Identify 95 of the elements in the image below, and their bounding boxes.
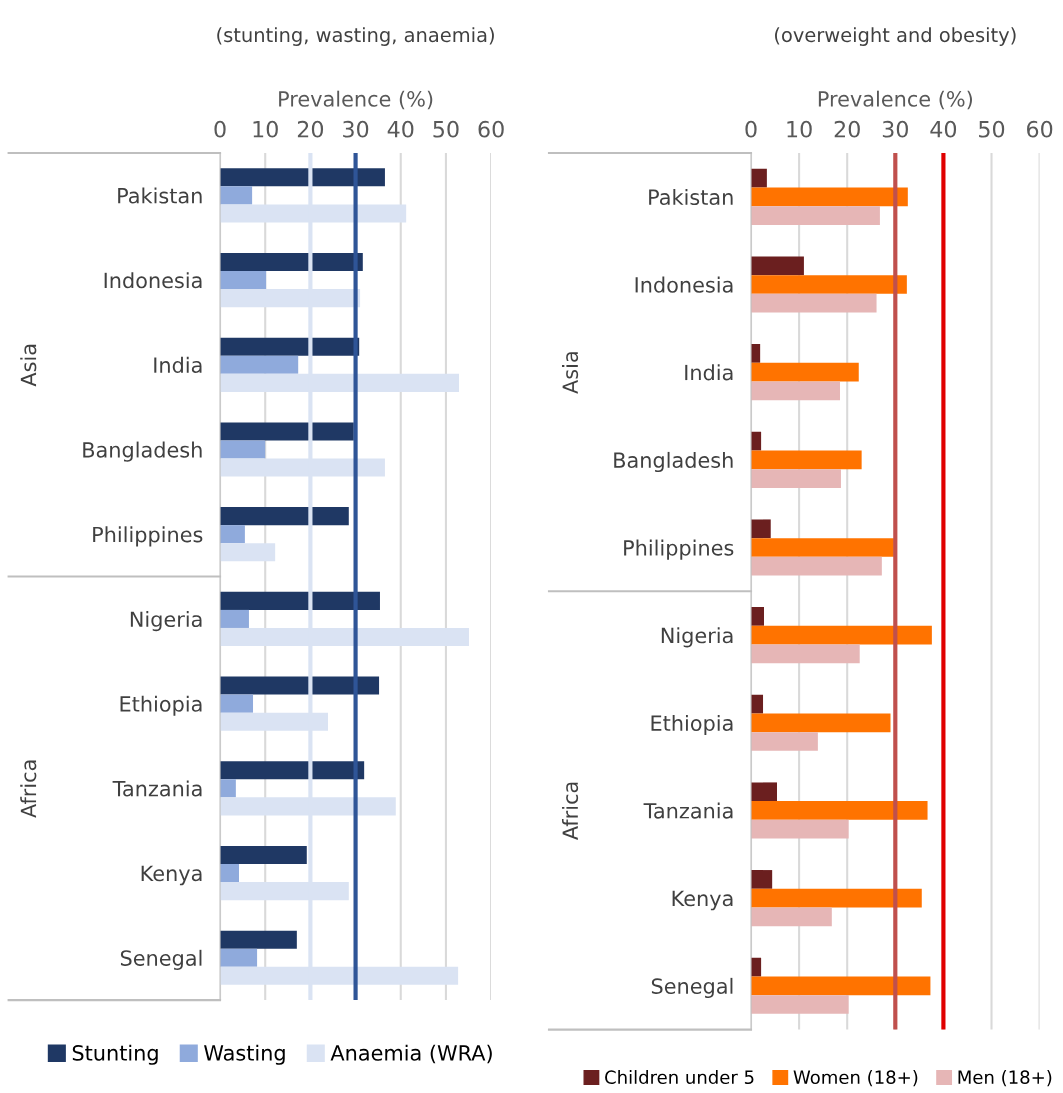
y-tick-label: Pakistan (649, 188, 733, 206)
x-tick-label: 30 (343, 120, 369, 138)
bar (220, 779, 236, 798)
bar (220, 168, 385, 187)
bar (220, 761, 365, 780)
bar (220, 440, 266, 459)
y-tick-label: Senegal (651, 977, 733, 999)
y-tick-label: Philippines (624, 539, 734, 560)
x-tick-label: 60 (478, 120, 504, 138)
y-tick-label: Bangladesh (83, 441, 202, 462)
y-tick-label: India (154, 356, 202, 373)
bar (751, 519, 771, 539)
y-tick-label: Ethiopia (651, 714, 733, 736)
bar (751, 625, 932, 645)
y-tick-label: Pakistan (118, 187, 202, 204)
x-tick-label: 10 (787, 120, 812, 138)
bar (751, 801, 928, 820)
bar (220, 507, 349, 526)
y-tick-label: Indonesia (635, 276, 733, 293)
x-tick-label: 10 (253, 120, 278, 138)
y-tick-label: Senegal (120, 949, 202, 970)
y-tick-label: Kenya (672, 890, 733, 911)
chart-title: (overweight and obesity) (775, 27, 1016, 46)
bar (220, 337, 360, 356)
bar (220, 543, 276, 562)
y-tick-label: Tanzania (112, 780, 202, 797)
y-tick-label: India (685, 364, 733, 381)
y-tick-label: Nigeria (130, 611, 202, 632)
bar (220, 422, 354, 441)
bar (751, 732, 818, 751)
bar (751, 644, 860, 664)
x-tick-label: 50 (433, 120, 459, 138)
legend-label: Men (18+) (958, 1070, 1052, 1087)
bar (751, 256, 804, 276)
bar (220, 186, 253, 205)
text: Asia (561, 352, 579, 394)
x-tick-label: 60 (1027, 120, 1053, 138)
legend-label: Anaemia (WRA) (330, 1044, 492, 1064)
y-tick-label: Tanzania (643, 802, 733, 819)
bar (751, 275, 907, 294)
bar (220, 252, 363, 272)
legend-label: Stunting (72, 1044, 158, 1065)
bar (751, 362, 859, 382)
bar (751, 870, 773, 889)
text: Africa (561, 782, 579, 840)
bar (751, 819, 849, 839)
legend-label: Women (18+) (793, 1070, 918, 1087)
y-tick-label: Kenya (141, 865, 202, 886)
bar (751, 206, 880, 225)
bar (220, 525, 245, 544)
bar (751, 907, 832, 927)
bar (751, 469, 841, 488)
bar (220, 694, 254, 713)
bar (751, 607, 764, 626)
y-tick-label: Philippines (93, 526, 203, 547)
bar (751, 713, 891, 733)
bar (220, 355, 299, 374)
x-tick-label: 0 (745, 120, 757, 138)
bar (751, 168, 767, 188)
bar (751, 888, 922, 908)
x-tick-label: 20 (834, 120, 860, 138)
y-tick-label: Ethiopia (120, 695, 202, 716)
x-tick-label: 30 (882, 120, 908, 138)
x-axis-title: Prevalence (%) (279, 90, 433, 110)
x-tick-label: 50 (979, 120, 1005, 138)
x-tick-label: 0 (214, 120, 226, 138)
x-tick-label: 40 (930, 120, 957, 138)
text: Africa (20, 760, 37, 818)
bar (220, 930, 297, 949)
bar (220, 948, 258, 967)
bar (220, 591, 380, 610)
x-tick-label: 40 (387, 120, 414, 138)
x-tick-label: 20 (297, 120, 324, 138)
x-axis-title: Prevalence (%) (818, 90, 972, 110)
bar (751, 976, 931, 996)
bar (751, 187, 908, 207)
y-tick-label: Bangladesh (614, 451, 733, 473)
bar (751, 995, 849, 1014)
bar (220, 864, 240, 883)
bar (220, 609, 249, 628)
legend-label: Children under 5 (605, 1070, 754, 1085)
y-tick-label: Nigeria (661, 627, 733, 648)
legend-label: Wasting (204, 1044, 285, 1065)
bar (220, 845, 307, 864)
bar (751, 293, 877, 313)
y-tick-label: Indonesia (104, 272, 202, 289)
chart-title: (stunting, wasting, anaemia) (217, 27, 494, 46)
bar (220, 271, 267, 290)
bar (751, 450, 862, 470)
text: Asia (20, 344, 37, 387)
bar (751, 381, 840, 401)
bar (751, 556, 882, 576)
bar (220, 676, 380, 695)
bar (751, 538, 894, 557)
bar (751, 782, 777, 802)
